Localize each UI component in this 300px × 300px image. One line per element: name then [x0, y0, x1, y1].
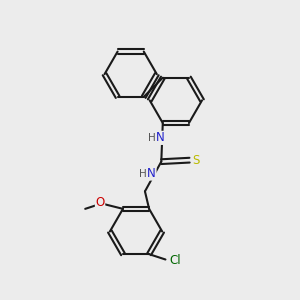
Text: H: H	[148, 133, 155, 143]
Text: H: H	[139, 169, 147, 178]
Text: O: O	[95, 196, 105, 209]
Text: S: S	[192, 154, 200, 167]
Text: N: N	[156, 131, 165, 144]
Text: Cl: Cl	[169, 254, 181, 267]
Text: N: N	[147, 167, 156, 180]
